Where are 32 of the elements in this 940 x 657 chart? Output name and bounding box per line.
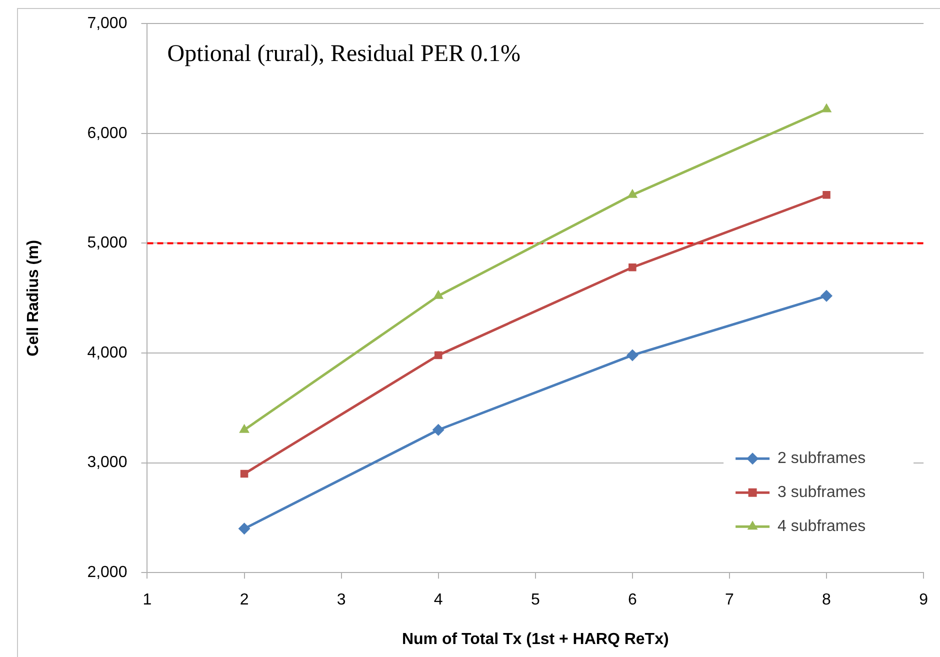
x-tick-label: 6 (628, 592, 637, 609)
x-tick-label: 4 (434, 592, 443, 609)
text: Optional (rural), Residual PER 0.1% (167, 40, 521, 67)
y-axis-title: Cell Radius (m) (25, 240, 42, 356)
x-tick-label: 1 (142, 592, 152, 609)
y-tick-label: 5,000 (87, 234, 128, 252)
x-tick-label: 3 (336, 592, 346, 609)
x-tick-label: 2 (240, 592, 249, 609)
legend-label: 2 subframes (778, 450, 866, 468)
point (433, 290, 444, 299)
y-tick-label: 3,000 (87, 454, 128, 472)
x-axis-title: Num of Total Tx (1st + HARQ ReTx) (402, 630, 669, 648)
y-tick-label: 7,000 (87, 15, 128, 32)
y-tick-label: 2,000 (87, 564, 128, 582)
x-tick-label: 5 (530, 592, 540, 609)
point (434, 351, 442, 360)
y-tick-label: 4,000 (87, 344, 128, 362)
point (240, 470, 248, 478)
legend-label: 4 subframes (778, 518, 866, 536)
point (628, 263, 636, 272)
point (820, 290, 833, 302)
point (821, 103, 832, 112)
point (822, 191, 830, 199)
x-tick-label: 8 (822, 592, 832, 609)
point (432, 424, 444, 436)
point (626, 349, 638, 362)
x-tick-label: 7 (725, 592, 734, 609)
point (627, 188, 638, 198)
legend-label: 3 subframes (778, 484, 866, 502)
x-tick-label: 9 (919, 592, 928, 609)
point (238, 522, 250, 535)
y-tick-label: 6,000 (87, 124, 128, 142)
